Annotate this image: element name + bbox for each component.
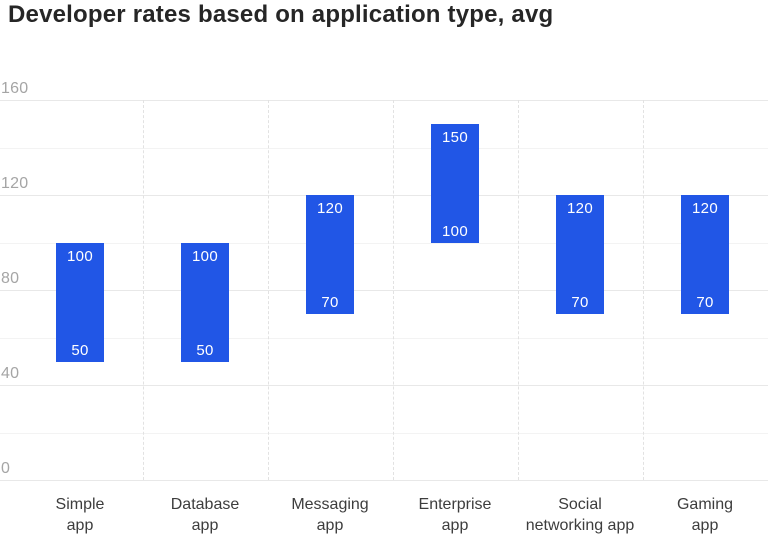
h-gridline-major: [0, 385, 768, 386]
category-label-line: app: [316, 517, 344, 534]
category-label-line: app: [191, 517, 219, 534]
bar-low-value: 50: [196, 342, 214, 359]
v-gridline-dashed: [393, 100, 394, 480]
category-label-line: app: [66, 517, 94, 534]
category-label-line: networking app: [525, 517, 635, 534]
category-label-line: Enterprise: [418, 496, 492, 513]
category-label-line: Gaming: [676, 496, 734, 513]
y-axis-tick-label: 40: [1, 365, 20, 382]
v-gridline-dashed: [643, 100, 644, 480]
category-label-line: Simple: [55, 496, 105, 513]
category-label-line: app: [441, 517, 469, 534]
bar-gaming-app[interactable]: 120 70: [681, 195, 729, 314]
category-label-social-networking-app: Social networking app: [505, 494, 655, 536]
bar-enterprise-app[interactable]: 150 100: [431, 124, 479, 243]
category-label-database-app: Database app: [130, 494, 280, 536]
v-gridline-dashed: [268, 100, 269, 480]
bar-low-value: 70: [321, 294, 339, 311]
bar-low-value: 70: [696, 294, 714, 311]
bar-low-value: 100: [442, 223, 468, 240]
h-gridline-minor: [0, 148, 768, 149]
bar-simple-app[interactable]: 100 50: [56, 243, 104, 362]
bar-low-value: 70: [571, 294, 589, 311]
bar-high-value: 100: [192, 248, 218, 265]
category-label-simple-app: Simple app: [5, 494, 155, 536]
category-label-line: Social: [558, 496, 602, 513]
category-label-line: Database: [170, 496, 240, 513]
category-label-line: app: [691, 517, 719, 534]
y-axis-tick-label: 120: [1, 175, 29, 192]
bar-messaging-app[interactable]: 120 70: [306, 195, 354, 314]
h-gridline-major: [0, 290, 768, 291]
h-gridline-minor: [0, 433, 768, 434]
bar-high-value: 120: [317, 200, 343, 217]
category-label-messaging-app: Messaging app: [255, 494, 405, 536]
h-gridline-major: [0, 195, 768, 196]
h-gridline-minor: [0, 243, 768, 244]
bar-social-networking-app[interactable]: 120 70: [556, 195, 604, 314]
category-label-gaming-app: Gaming app: [630, 494, 768, 536]
bar-low-value: 50: [71, 342, 89, 359]
bar-database-app[interactable]: 100 50: [181, 243, 229, 362]
v-gridline-dashed: [143, 100, 144, 480]
bar-high-value: 100: [67, 248, 93, 265]
h-gridline-major: [0, 100, 768, 101]
y-axis-tick-label: 0: [1, 460, 11, 477]
bar-high-value: 120: [692, 200, 718, 217]
h-gridline-major: [0, 480, 768, 481]
chart-title: Developer rates based on application typ…: [8, 1, 554, 28]
category-label-line: Messaging: [291, 496, 369, 513]
category-label-enterprise-app: Enterprise app: [380, 494, 530, 536]
v-gridline-dashed: [518, 100, 519, 480]
bar-high-value: 150: [442, 129, 468, 146]
bar-high-value: 120: [567, 200, 593, 217]
y-axis-tick-label: 80: [1, 270, 20, 287]
h-gridline-minor: [0, 338, 768, 339]
y-axis-tick-label: 160: [1, 80, 29, 97]
